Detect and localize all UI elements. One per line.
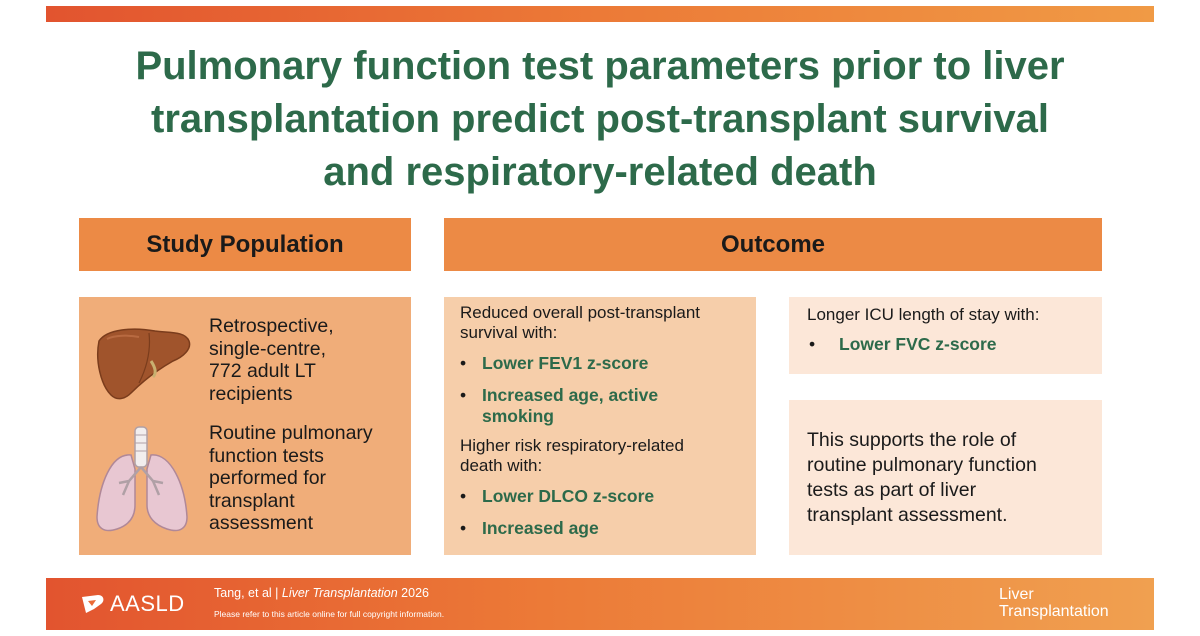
aasld-logo-icon xyxy=(82,595,104,613)
conclusion-line-2: routine pulmonary function xyxy=(807,454,1037,476)
pft-line-3: performed for xyxy=(209,467,327,489)
respiratory-intro: Higher risk respiratory-related death wi… xyxy=(460,436,740,476)
lungs-icon xyxy=(96,426,188,532)
population-line-1: Retrospective, xyxy=(209,315,334,337)
conclusion-panel: This supports the role of routine pulmon… xyxy=(789,400,1102,555)
aasld-logo: AASLD xyxy=(80,591,185,617)
survival-bullet-age-smoking: • Increased age, active smoking xyxy=(460,385,740,427)
conclusion-line-1: This supports the role of xyxy=(807,429,1017,451)
title-line-2: transplantation predict post-transplant … xyxy=(151,97,1049,141)
study-population-header: Study Population xyxy=(79,218,411,271)
pft-line-2: function tests xyxy=(209,444,324,467)
icu-label: Longer ICU length of stay with: xyxy=(807,305,1040,324)
survival-intro: Reduced overall post-transplant survival… xyxy=(460,303,740,343)
lt-logo-line-1: Liver xyxy=(999,586,1034,603)
bullet-dot: • xyxy=(809,334,816,354)
increased-age-text: Increased age xyxy=(482,518,599,538)
respiratory-intro-line-2: death with: xyxy=(460,456,543,475)
copyright-note: Please refer to this article online for … xyxy=(214,609,445,619)
bullet-dot: • xyxy=(460,353,467,373)
liver-transplantation-logo: Liver Transplantation xyxy=(999,586,1109,620)
bullet-dot: • xyxy=(460,486,467,506)
conclusion-text: This supports the role of routine pulmon… xyxy=(807,428,1084,528)
population-line-2: single-centre, xyxy=(209,337,327,360)
outcome-header: Outcome xyxy=(444,218,1102,271)
age-smoking-line-1: Increased age, active xyxy=(482,385,659,405)
conclusion-line-4: transplant assessment. xyxy=(807,504,1008,526)
icu-bullet-fvc: • Lower FVC z-score xyxy=(807,334,1084,355)
pft-line-5: assessment xyxy=(209,512,314,534)
population-line-3: 772 adult LT xyxy=(209,360,316,382)
population-description: Retrospective, single-centre, 772 adult … xyxy=(209,315,334,405)
lt-logo-line-2: Transplantation xyxy=(999,603,1109,620)
respiratory-intro-line-1: Higher risk respiratory-related xyxy=(460,436,684,455)
aasld-logo-text: AASLD xyxy=(110,591,185,616)
liver-icon xyxy=(97,328,191,400)
citation-year: 2026 xyxy=(397,586,429,600)
bullet-dot: • xyxy=(460,385,467,405)
bullet-dot: • xyxy=(460,518,467,538)
survival-bullet-fev1: • Lower FEV1 z-score xyxy=(460,353,740,374)
dlco-text: Lower DLCO z-score xyxy=(482,486,655,506)
fev1-text: Lower FEV1 z-score xyxy=(482,353,649,373)
survival-outcome-panel: Reduced overall post-transplant survival… xyxy=(444,297,756,555)
citation: Tang, et al | Liver Transplantation 2026 xyxy=(214,586,429,600)
citation-authors: Tang, et al | xyxy=(214,586,282,600)
age-smoking-line-2: smoking xyxy=(482,406,554,426)
page-title: Pulmonary function test parameters prior… xyxy=(46,40,1154,199)
pft-description: Routine pulmonary function tests perform… xyxy=(209,422,373,535)
icu-stay-panel: Longer ICU length of stay with: • Lower … xyxy=(789,297,1102,374)
pft-line-1: Routine pulmonary xyxy=(209,422,373,444)
survival-intro-line-1: Reduced overall post-transplant xyxy=(460,303,701,322)
population-line-4: recipients xyxy=(209,382,293,405)
pft-line-4: transplant xyxy=(209,489,295,512)
study-population-panel: Retrospective, single-centre, 772 adult … xyxy=(79,297,411,555)
citation-journal: Liver Transplantation xyxy=(281,586,398,600)
fvc-text: Lower FVC z-score xyxy=(839,334,997,354)
respiratory-bullet-age: • Increased age xyxy=(460,518,740,539)
study-population-heading: Study Population xyxy=(146,230,344,258)
outcome-heading: Outcome xyxy=(720,230,825,258)
top-accent-bar xyxy=(46,6,1154,22)
title-line-1: Pulmonary function test parameters prior… xyxy=(135,44,1065,88)
footer-bar: AASLD Tang, et al | Liver Transplantatio… xyxy=(46,578,1154,630)
conclusion-line-3: tests as part of liver xyxy=(807,479,977,501)
respiratory-bullet-dlco: • Lower DLCO z-score xyxy=(460,486,740,507)
title-line-3: and respiratory-related death xyxy=(323,150,877,194)
survival-intro-line-2: survival with: xyxy=(460,323,558,342)
